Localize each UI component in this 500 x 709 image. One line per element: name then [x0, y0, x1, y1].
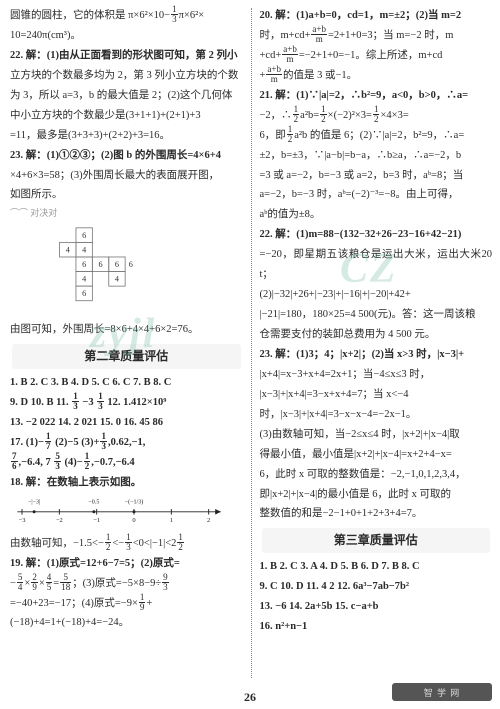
right-column: 20. 解：(1)a+b=0，cd=1，m=±2；(2)当 m=2 时，m+cd… — [254, 6, 493, 680]
answer-line: 13. −6 14. 2a+5b 15. c−a+b — [260, 597, 493, 617]
svg-text:6: 6 — [82, 290, 86, 299]
answer-line: 1. B 2. C 3. B 4. D 5. C 6. C 7. B 8. C — [10, 373, 243, 393]
text-line: |−21|=180，180×25=4 500(元)。答：这一周该粮 — [260, 305, 493, 325]
column-divider — [251, 8, 252, 678]
text-line: 22. 解：(1)m=88−(132−32+26−23−16+42−21) — [260, 225, 493, 245]
text-line: ×4+6×3=58；(3)外围周长最大的表面展开图， — [10, 166, 243, 186]
text-line: −54×29×45=518；(3)原式=−5×8−9÷93 — [10, 574, 243, 594]
footer-badge: 智 学 网 — [392, 683, 492, 701]
svg-text:0: 0 — [132, 517, 136, 523]
content-columns: 圆锥的圆柱，它的体积是 π×6²×10−13π×6²× 10=240π(cm³)… — [0, 0, 500, 680]
svg-text:6: 6 — [115, 260, 119, 269]
text-line: 18. 解：在数轴上表示如图。 — [10, 473, 243, 493]
svg-text:6: 6 — [82, 260, 86, 269]
text-line: 仓需要支付的装卸总费用为 4 500 元。 — [260, 325, 493, 345]
text-line: 得最小值，最小值是|x+2|+|x−4|=x+2+4−x= — [260, 445, 493, 465]
text-line: (3)由数轴可知，当−2≤x≤4 时，|x+2|+|x−4|取 — [260, 425, 493, 445]
text-line: +cd+a+bm=−2+1+0=−1。综上所述，m+cd — [260, 46, 493, 66]
chapter-3-title: 第三章质量评估 — [262, 528, 491, 553]
text-line: (2)|−32|+26+|−23|+|−16|+|−20|+42+ — [260, 285, 493, 305]
text-line: 即|x+2|+|x−4|的最小值是 6，此时 x 可取的 — [260, 485, 493, 505]
text-line: 中小立方块的个数最少是(3+1+1)+(2+1)+3 — [10, 106, 243, 126]
text-line: 如图所示。 — [10, 185, 243, 205]
svg-text:6: 6 — [99, 260, 103, 269]
svg-text:−3: −3 — [19, 517, 26, 523]
svg-text:4: 4 — [82, 275, 86, 284]
svg-text:4: 4 — [115, 275, 119, 284]
text-line: 6，此时 x 可取的整数值是：−2,−1,0,1,2,3,4， — [260, 465, 493, 485]
chapter-2-title: 第二章质量评估 — [12, 344, 241, 369]
svg-text:6: 6 — [82, 231, 86, 240]
left-column: 圆锥的圆柱，它的体积是 π×6²×10−13π×6²× 10=240π(cm³)… — [10, 6, 249, 680]
text-line: 22. 解：(1)由从正面看到的形状图可知，第 2 列小 — [10, 46, 243, 66]
answer-line: 1. B 2. C 3. A 4. D 5. B 6. D 7. B 8. C — [260, 557, 493, 577]
svg-text:4: 4 — [82, 246, 86, 255]
text-line: aᵇ的值为±8。 — [260, 205, 493, 225]
text-line: ±2，b=±3，∵|a−b|=b−a，∴b≥a，∴a=−2，b — [260, 146, 493, 166]
text-line: 6，即12a²b 的值是 6；(2)∵|a|=2，b²=9，∴a= — [260, 126, 493, 146]
text-line: |x−3|+|x+4|=3−x+x+4=7；当 x<−4 — [260, 385, 493, 405]
text-line: 由图可知，外围周长=8×6+4×4+6×2=76。 — [10, 320, 243, 340]
text-line: 立方块的个数最多均为 2，第 3 列小立方块的个数 — [10, 66, 243, 86]
text-line: |x+4|=x−3+x+4=2x+1；当−4≤x≤3 时， — [260, 365, 493, 385]
svg-text:−0.5: −0.5 — [88, 499, 99, 505]
answer-line: 9. D 10. B 11. 13 −3 13 12. 1.412×10⁹ — [10, 393, 243, 413]
text-line: 21. 解：(1)∵|a|=2，∴b²=9，a<0，b>0，∴a= — [260, 86, 493, 106]
text-line: 10=240π(cm³)。 — [10, 26, 243, 46]
svg-text:−1: −1 — [93, 517, 100, 523]
text-line: −2，∴12a²b=12×(−2)²×3=12×4×3= — [260, 106, 493, 126]
text-line: 20. 解：(1)a+b=0，cd=1，m=±2；(2)当 m=2 — [260, 6, 493, 26]
text-line: a=−2，b=−3 时，aᵇ=(−2)⁻³=−8。由上可得， — [260, 185, 493, 205]
answer-line: 13. −2 022 14. 2 021 15. 0 16. 45 86 — [10, 413, 243, 433]
text-line: 23. 解：(1)①②③；(2)图 b 的外围周长=4×6+4 — [10, 146, 243, 166]
svg-text:6: 6 — [129, 261, 133, 270]
text-line: 整数值的和是−2−1+0+1+2+3+4=7。 — [260, 504, 493, 524]
text-line: =−40+23=−17；(4)原式=−9×19+ — [10, 594, 243, 614]
text-line: =11，最多是(3+3+3)+(2+2)+3=16。 — [10, 126, 243, 146]
svg-text:−2: −2 — [56, 517, 63, 523]
cube-note: ⌒⌒ 对决对 — [10, 205, 243, 222]
cube-unfold-diagram: 6 4 4 6 6 6 4 4 6 6 — [36, 226, 156, 308]
svg-text:2: 2 — [207, 517, 210, 523]
text-line: 时，|x−3|+|x+4|=3−x−x−4=−2x−1。 — [260, 405, 493, 425]
svg-text:1: 1 — [170, 517, 173, 523]
svg-text:−|−3|: −|−3| — [28, 499, 40, 505]
text-line: 19. 解：(1)原式=12+6−7=5；(2)原式= — [10, 554, 243, 574]
answer-line: 17. (1)−17 (2)−5 (3)+13,0.62,−1, — [10, 433, 243, 453]
text-line: 为 3，所以 a=3，b 的最大值是 2；(2)这个几何体 — [10, 86, 243, 106]
text-line: 圆锥的圆柱，它的体积是 π×6²×10−13π×6²× — [10, 6, 243, 26]
number-line: −3 −2 −1 0 1 2 −|−3| −(−1/3) −0.5 — [10, 495, 230, 523]
svg-text:4: 4 — [66, 246, 70, 255]
text-line: =−20，即星期五该粮仓是运出大米，运出大米20 t； — [260, 245, 493, 285]
answer-line: 16. n²+n−1 — [260, 617, 493, 637]
text-line: (−18)+4=1+(−18)+4=−24。 — [10, 613, 243, 633]
answer-line: 76,−6.4, 7 53 (4)−12,−0.7,−6.4 — [10, 453, 243, 473]
text-line: 由数轴可知，−1.5<−12<−13<0<|−1|<212 — [10, 534, 243, 554]
answer-line: 9. C 10. D 11. 4 2 12. 6a³−7ab−7b² — [260, 577, 493, 597]
svg-text:−(−1/3): −(−1/3) — [125, 498, 144, 505]
text-line: 23. 解：(1)3；4；|x+2|；(2)当 x>3 时，|x−3|+ — [260, 345, 493, 365]
text-line: 时，m+cd+a+bm=2+1+0=3；当 m=−2 时，m — [260, 26, 493, 46]
text-line: =3 或 a=−2，b=−3 或 a=2，b=3 时，aᵇ=8；当 — [260, 166, 493, 186]
text-line: +a+bm的值是 3 或−1。 — [260, 66, 493, 86]
